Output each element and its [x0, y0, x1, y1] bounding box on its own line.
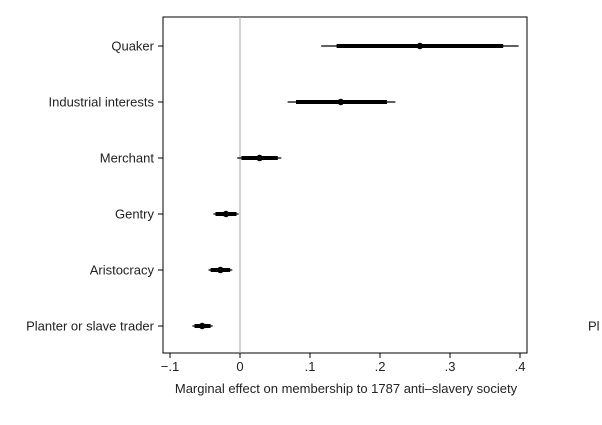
estimate-row	[287, 98, 396, 106]
cropped-side-text: Pl	[588, 319, 600, 334]
estimate-row	[208, 266, 233, 274]
category-label: Quaker	[111, 39, 154, 54]
category-label: Aristocracy	[90, 263, 155, 278]
x-tick-label: .3	[445, 359, 456, 374]
x-tick-label: −.1	[161, 359, 179, 374]
estimate-row	[237, 154, 282, 162]
estimate-row	[192, 322, 213, 330]
x-axis-title: Marginal effect on membership to 1787 an…	[175, 381, 518, 396]
category-label: Gentry	[115, 207, 155, 222]
estimates	[192, 42, 519, 330]
x-axis: −.1 0 .1 .2 .3 .4	[161, 353, 526, 374]
plot-frame	[162, 16, 528, 354]
plot-border	[162, 16, 528, 354]
x-tick-label: .1	[305, 359, 316, 374]
category-label: Planter or slave trader	[26, 319, 155, 334]
x-tick-label: .4	[515, 359, 526, 374]
point-estimate	[222, 210, 230, 218]
category-label: Merchant	[100, 151, 155, 166]
category-labels: Quaker Industrial interests Merchant Gentry…	[26, 39, 163, 334]
category-label: Industrial interests	[49, 95, 155, 110]
x-tick-label: 0	[236, 359, 243, 374]
point-estimate	[199, 322, 206, 330]
point-estimate	[337, 98, 344, 106]
point-estimate	[416, 42, 424, 50]
x-tick-label: .2	[375, 359, 386, 374]
estimate-row	[213, 210, 239, 218]
point-estimate	[217, 266, 224, 274]
estimate-row	[321, 42, 519, 50]
point-estimate	[256, 154, 263, 162]
